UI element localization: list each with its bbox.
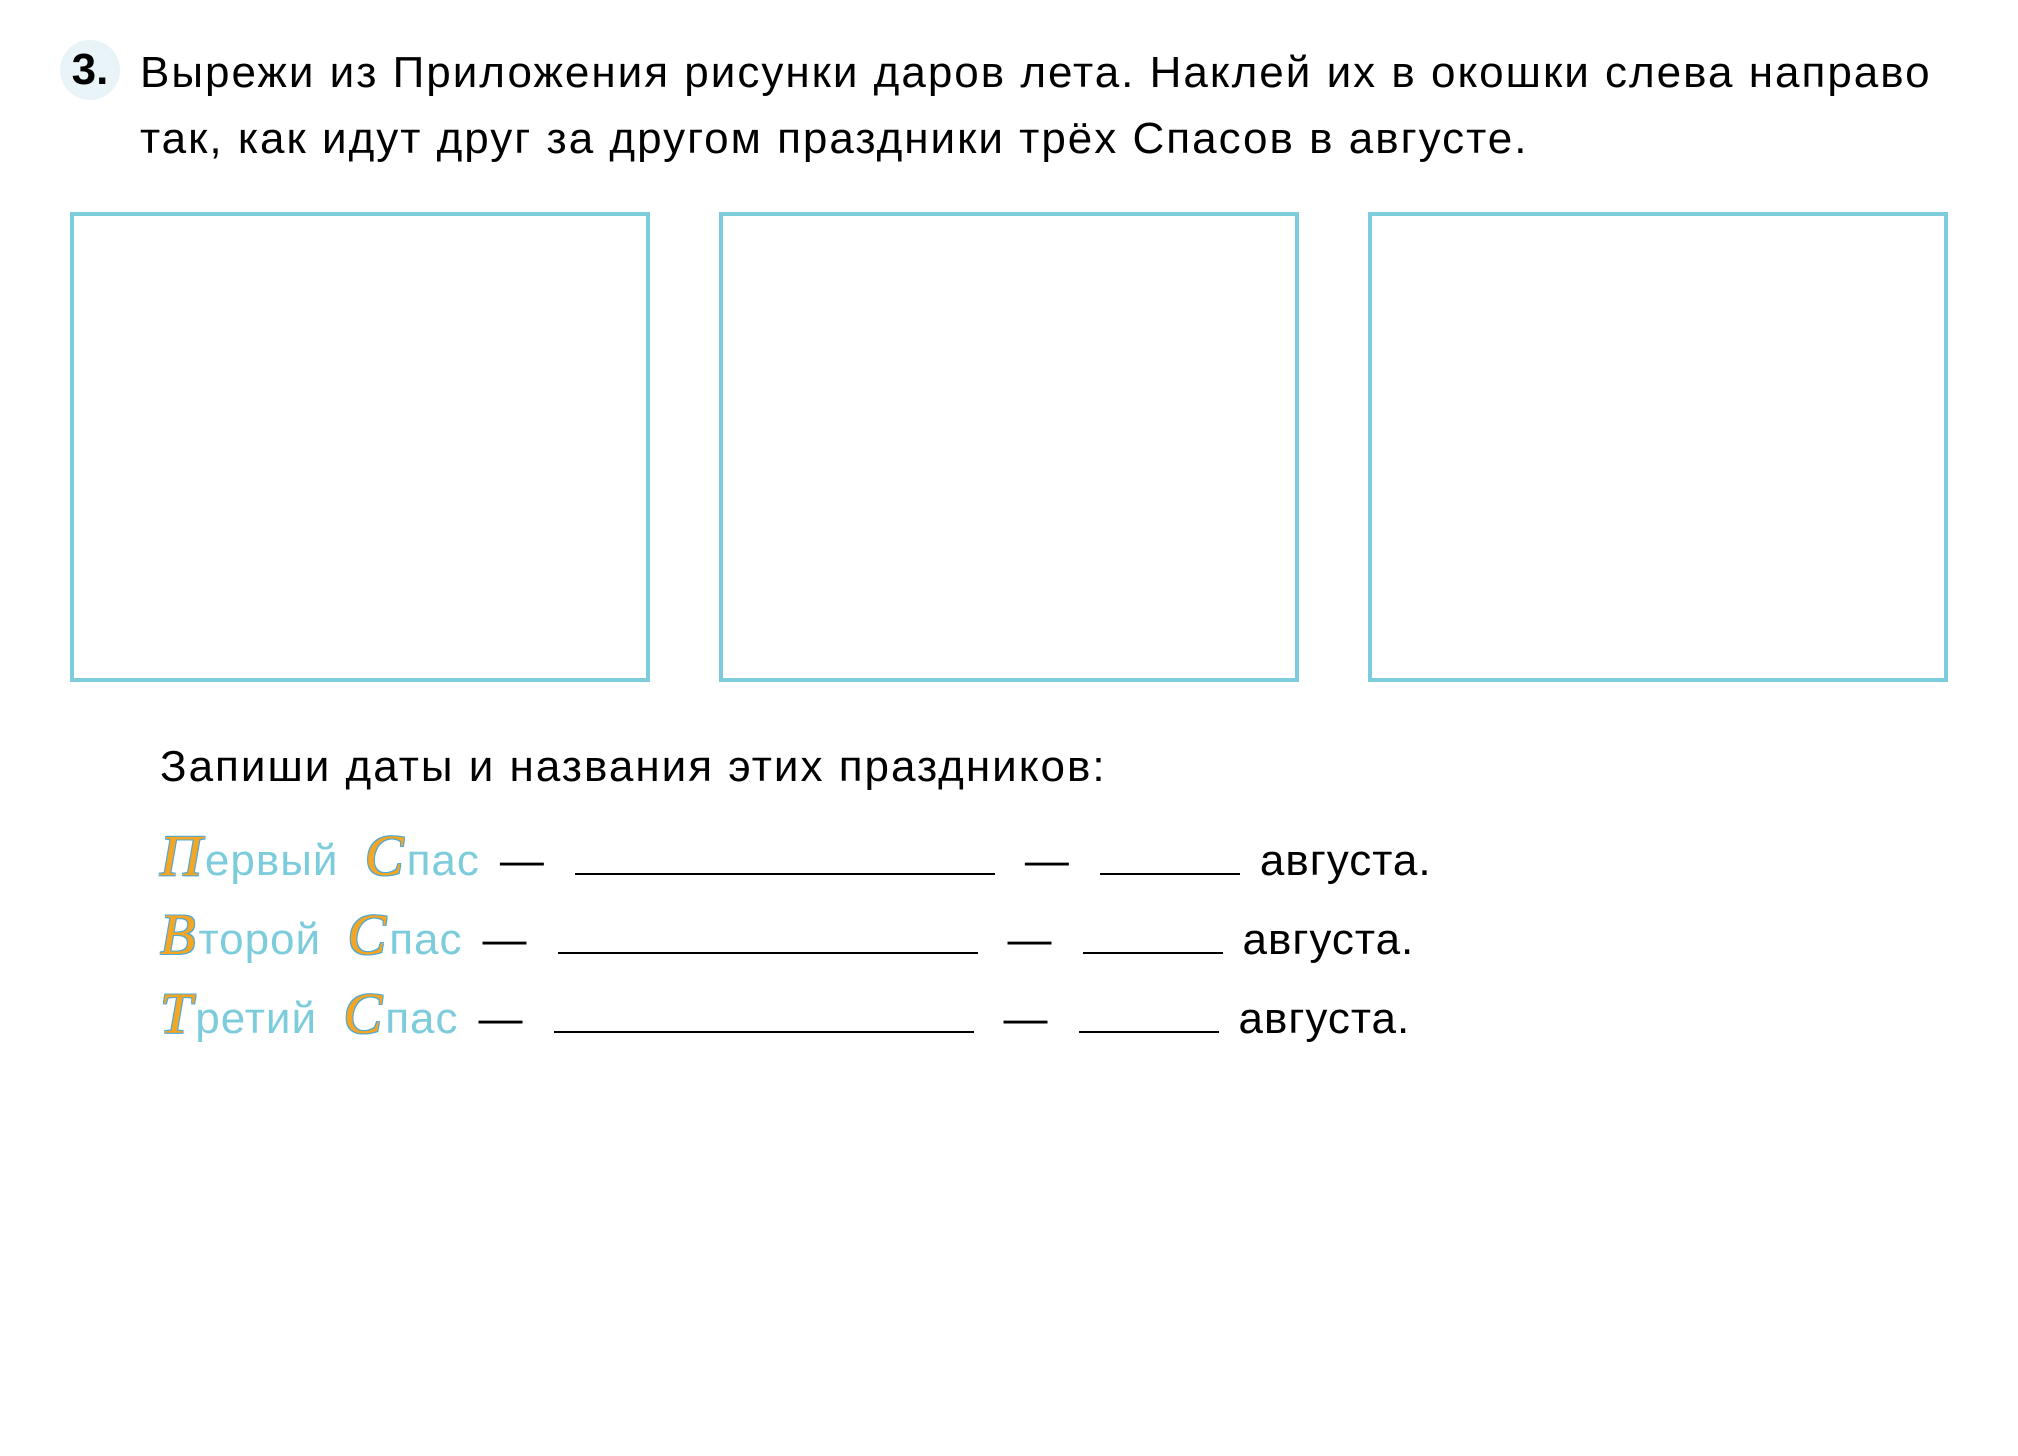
image-box-2 — [719, 212, 1299, 682]
blank-name-3[interactable] — [554, 989, 974, 1033]
spas-label-second-word: торой — [198, 915, 321, 965]
image-boxes-row — [60, 212, 1958, 682]
dash-1b: — — [1025, 836, 1070, 886]
task-number-badge: 3. — [60, 40, 120, 100]
dash-1a: — — [500, 836, 545, 886]
decorative-cap-v: В — [160, 901, 196, 968]
dash-2b: — — [1008, 915, 1053, 965]
dash-2a: — — [483, 915, 528, 965]
task-instruction-container: Вырежи из Приложения рисунки даров лета.… — [140, 40, 1958, 172]
decorative-cap-p: П — [160, 822, 203, 889]
spas-row-2: В торой С пас — — августа. — [160, 901, 1958, 968]
decorative-cap-t: Т — [160, 980, 193, 1047]
month-text-2: августа. — [1243, 915, 1415, 965]
image-box-1 — [70, 212, 650, 682]
blank-date-2[interactable] — [1083, 910, 1223, 954]
blank-name-2[interactable] — [558, 910, 978, 954]
blank-name-1[interactable] — [575, 831, 995, 875]
month-text-1: августа. — [1260, 836, 1432, 886]
spas-label-first-word: ервый — [205, 836, 339, 886]
spas-label-spas-3: пас — [385, 994, 458, 1044]
blank-date-1[interactable] — [1100, 831, 1240, 875]
dash-3b: — — [1004, 994, 1049, 1044]
spas-label-spas-1: пас — [407, 836, 480, 886]
spas-row-3: Т ретий С пас — — августа. — [160, 980, 1958, 1047]
sub-instruction-text: Запиши даты и названия этих праздников: — [160, 742, 1958, 792]
spas-list: П ервый С пас — — августа. В торой С пас… — [160, 822, 1958, 1047]
task-header: 3. Вырежи из Приложения рисунки даров ле… — [60, 40, 1958, 172]
decorative-cap-s2: С — [348, 901, 388, 968]
spas-label-third-word: ретий — [195, 994, 317, 1044]
blank-date-3[interactable] — [1079, 989, 1219, 1033]
dash-3a: — — [479, 994, 524, 1044]
task-instruction-text: Вырежи из Приложения рисунки даров лета.… — [140, 48, 1932, 163]
spas-label-spas-2: пас — [389, 915, 462, 965]
spas-row-1: П ервый С пас — — августа. — [160, 822, 1958, 889]
decorative-cap-s1: С — [365, 822, 405, 889]
image-box-3 — [1368, 212, 1948, 682]
month-text-3: августа. — [1239, 994, 1411, 1044]
decorative-cap-s3: С — [344, 980, 384, 1047]
